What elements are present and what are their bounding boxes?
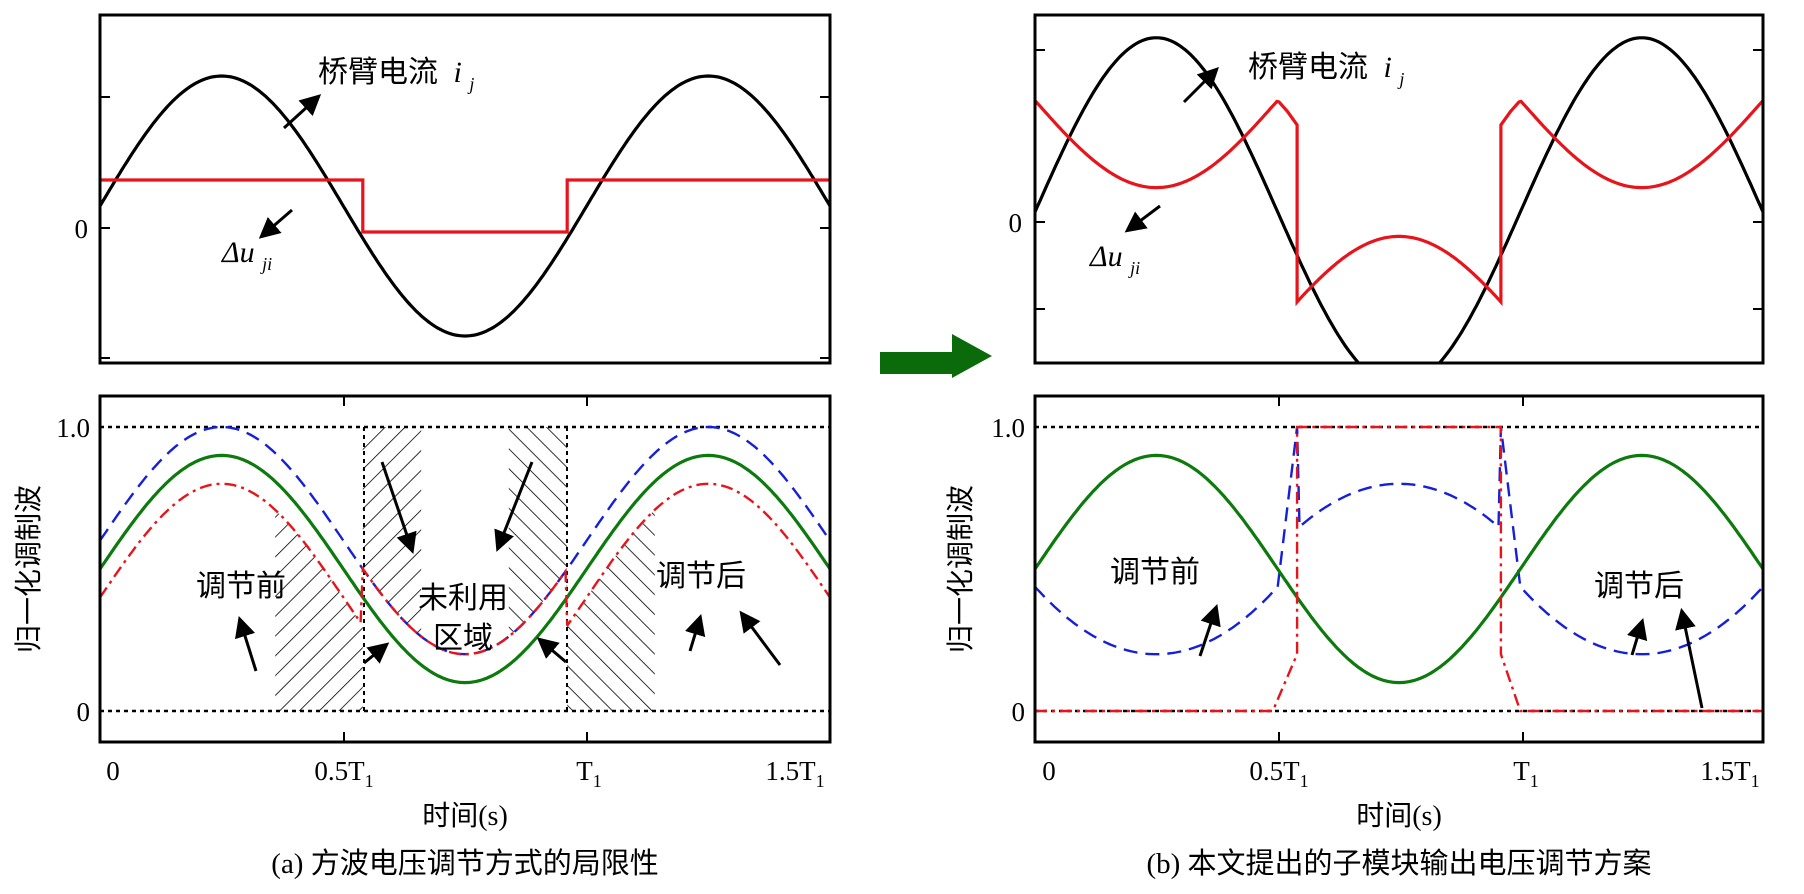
b-top-du-arrow: [1124, 204, 1161, 233]
panel-b-top: 0 桥臂电流 i j Δu ji: [1009, 13, 1765, 365]
b-top-current-arrow: [1182, 67, 1219, 104]
b-after-arrow-2: [1675, 607, 1704, 709]
transition-arrow-shaft: [880, 352, 954, 374]
panel-a-top: 0 桥臂电流 i j Δu ji: [75, 13, 832, 365]
a-before-arrow: [235, 615, 258, 672]
a-after-arrow-1: [685, 613, 706, 652]
a-top-ticks: [100, 96, 830, 359]
b-top-current-label: 桥臂电流 i j: [1248, 51, 1404, 89]
a-unused-label-1: 未利用: [418, 582, 508, 615]
b-after-curve: [1035, 425, 1763, 713]
b-bottom-ticks: [1278, 396, 1524, 742]
a-top-frame: [98, 13, 832, 365]
a-after-arrow-2: [739, 610, 782, 666]
b-xtick-2: T1: [1513, 756, 1539, 791]
a-top-du-label: Δu ji: [221, 236, 272, 274]
a-before-curve: [100, 425, 830, 656]
b-xlabel: 时间(s): [1356, 800, 1442, 832]
a-after-curve: [100, 482, 830, 656]
b-before-label: 调节前: [1110, 556, 1200, 589]
b-green-curve: [1035, 453, 1763, 685]
panel-a-bottom: 1.0 0 0 0.5T1 T1 1.5T1 时间(s) 归一化调制波 调节前 …: [13, 394, 832, 832]
a-xtick-1: 0.5T1: [314, 756, 373, 791]
b-top-current-curve: [1035, 36, 1763, 363]
a-top-du-curve: [100, 178, 830, 234]
a-top-current-curve: [100, 74, 830, 338]
caption-b: (b) 本文提出的子模块输出电压调节方案: [1146, 847, 1651, 880]
b-xtick-1: 0.5T1: [1249, 756, 1308, 791]
a-unused-arrow-3: [363, 642, 390, 665]
panel-b-bottom: 1.0 0 0 0.5T1 T1 1.5T1 时间(s) 归一化调制波 调节前 …: [945, 394, 1765, 832]
caption-a: (a) 方波电压调节方式的局限性: [271, 847, 658, 880]
a-after-label: 调节后: [656, 560, 746, 593]
b-top-frame: [1033, 13, 1765, 365]
a-top-du-arrow: [258, 208, 293, 239]
a-top-current-arrow: [282, 94, 322, 130]
a-hatch-left: [275, 509, 363, 711]
a-unused-arrow-4: [536, 637, 567, 664]
a-before-label: 调节前: [196, 570, 286, 603]
a-xtick-2: T1: [576, 756, 602, 791]
b-bottom-frame: [1033, 394, 1765, 744]
a-bottom-ticks: [343, 396, 588, 742]
b-after-label: 调节后: [1594, 570, 1684, 603]
a-ytick-0: 0: [77, 697, 91, 727]
b-top-ytick-0: 0: [1009, 208, 1023, 238]
b-after-arrow-1: [1627, 617, 1648, 656]
a-bottom-frame: [98, 394, 832, 744]
b-ytick-1: 1.0: [991, 413, 1025, 443]
a-top-ytick-0: 0: [75, 214, 89, 244]
a-unused-arrow-1: [380, 461, 417, 554]
b-top-ticks: [1035, 49, 1763, 310]
a-top-current-label: 桥臂电流 i j: [318, 56, 474, 94]
a-hatch-mid-right: [508, 427, 568, 637]
b-before-arrow: [1198, 604, 1221, 657]
a-hatch-mid-left: [362, 427, 422, 637]
b-top-du-label: Δu ji: [1089, 240, 1140, 278]
b-top-du-curve: [1035, 99, 1763, 307]
a-xtick-0: 0: [106, 756, 120, 786]
a-ytick-1: 1.0: [56, 413, 90, 443]
b-xtick-3: 1.5T1: [1700, 756, 1759, 791]
a-xtick-3: 1.5T1: [765, 756, 824, 791]
a-unused-arrow-2: [494, 461, 534, 552]
a-green-curve: [100, 453, 830, 685]
a-hatch-right: [567, 509, 655, 711]
b-ylabel: 归一化调制波: [945, 485, 977, 653]
b-before-curve: [1035, 426, 1763, 656]
b-xtick-0: 0: [1042, 756, 1056, 786]
b-ytick-0: 0: [1012, 697, 1026, 727]
a-unused-label-2: 区域: [433, 622, 493, 655]
a-xlabel: 时间(s): [422, 800, 508, 832]
a-ylabel: 归一化调制波: [13, 485, 45, 653]
